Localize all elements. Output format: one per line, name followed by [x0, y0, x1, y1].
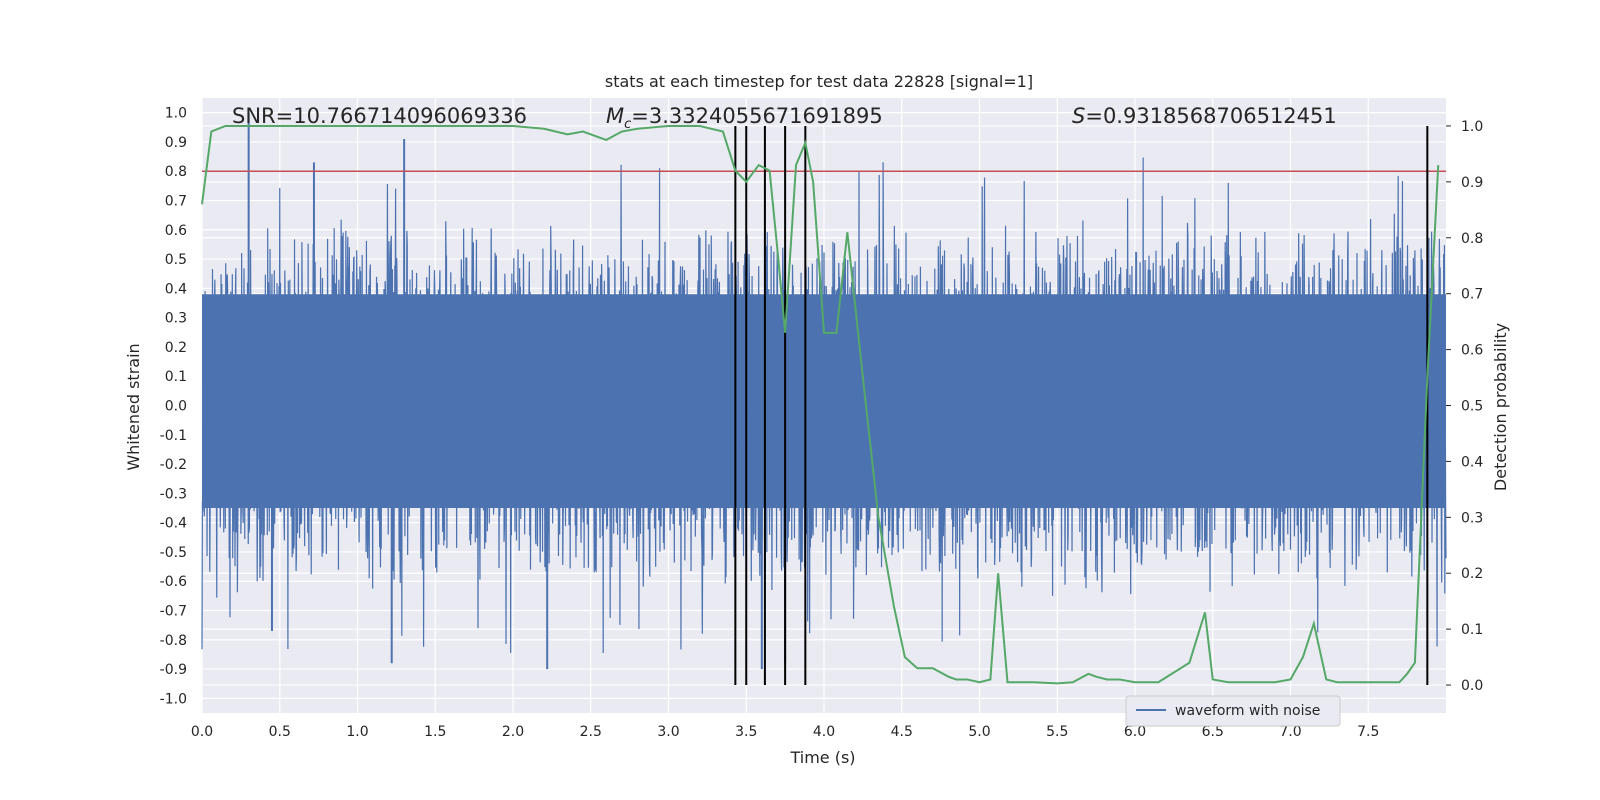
x-axis-label: Time (s) [789, 748, 855, 767]
x-tick-label: 6.5 [1202, 724, 1224, 740]
detection-probability-series [201, 124, 1440, 685]
x-tick-label: 3.0 [657, 724, 679, 740]
snr-annotation: SNR=10.766714096069336 [232, 104, 527, 128]
y-right-tick-label: 0.1 [1461, 622, 1483, 638]
y-left-tick-label: -0.1 [160, 428, 187, 444]
y-left-tick-label: -0.9 [160, 662, 187, 678]
x-tick-label: 2.5 [580, 724, 602, 740]
legend-box [1125, 695, 1341, 727]
y-left-tick-label: 0.4 [165, 281, 187, 297]
y-left-tick-label: 0.0 [165, 399, 187, 415]
x-tick-label: 1.0 [346, 724, 368, 740]
overlap-value: =0.9318568706512451 [1085, 104, 1336, 128]
chirp-mass-value: =3.3324055671691895 [631, 104, 882, 128]
chirp-mass-subscript: c [624, 117, 631, 132]
y-left-tick-label: -0.5 [160, 545, 187, 561]
y-right-tick-label: 0.3 [1461, 510, 1483, 526]
y-left-tick-label: 0.3 [165, 311, 187, 327]
y-right-tick-label: 0.9 [1461, 175, 1483, 191]
vertical-markers [734, 125, 1429, 686]
y-axis-right-label: Detection probability [1491, 323, 1510, 491]
y-left-tick-label: -0.4 [160, 516, 187, 532]
y-left-tick-label: -0.7 [160, 604, 187, 620]
y-right-tick-label: 1.0 [1461, 119, 1483, 135]
x-tick-label: 5.0 [968, 724, 990, 740]
chirp-mass-annotation: Mc=3.3324055671691895 [606, 104, 883, 132]
waveform-line [201, 157, 1447, 654]
overlap-annotation: S=0.9318568706512451 [1072, 104, 1337, 128]
chirp-mass-symbol: M [606, 104, 624, 128]
y-left-tick-label: -0.8 [160, 633, 187, 649]
y-axis-left-label: Whitened strain [124, 343, 143, 470]
y-left-tick-label: -0.6 [160, 574, 187, 590]
y-right-tick-label: 0.6 [1461, 343, 1483, 359]
x-tick-label: 2.0 [502, 724, 524, 740]
y-left-tick-label: -0.3 [160, 486, 187, 502]
y-left-tick-label: 0.2 [165, 340, 187, 356]
detection-probability-line [201, 124, 1440, 685]
y-right-tick-label: 0.5 [1461, 399, 1483, 415]
y-left-tick-label: -1.0 [160, 691, 187, 707]
x-tick-label: 5.5 [1046, 724, 1068, 740]
x-tick-label: 1.5 [424, 724, 446, 740]
x-tick-label: 7.5 [1357, 724, 1379, 740]
x-tick-label: 3.5 [735, 724, 757, 740]
overlap-symbol: S [1072, 104, 1085, 128]
y-right-tick-label: 0.2 [1461, 566, 1483, 582]
y-left-tick-label: 0.1 [165, 369, 187, 385]
y-right-tick-label: 0.0 [1461, 678, 1483, 694]
x-tick-label: 4.5 [891, 724, 913, 740]
y-left-tick-label: 0.7 [165, 194, 187, 210]
y-right-tick-label: 0.4 [1461, 454, 1483, 470]
y-left-tick-label: 1.0 [165, 106, 187, 122]
y-right-tick-label: 0.8 [1461, 231, 1483, 247]
y-left-tick-label: 0.9 [165, 135, 187, 151]
y-left-tick-label: -0.2 [160, 457, 187, 473]
x-tick-label: 6.0 [1124, 724, 1146, 740]
y-left-tick-label: 0.6 [165, 223, 187, 239]
x-tick-label: 0.5 [269, 724, 291, 740]
y-left-tick-label: 0.5 [165, 252, 187, 268]
x-tick-label: 0.0 [191, 724, 213, 740]
y-right-tick-label: 0.7 [1461, 287, 1483, 303]
legend-entry-waveform: waveform with noise [1175, 703, 1320, 719]
x-tick-label: 4.0 [813, 724, 835, 740]
chart-title: stats at each timestep for test data 228… [605, 72, 1033, 91]
legend: waveform with noise [1125, 695, 1341, 727]
y-left-tick-label: 0.8 [165, 164, 187, 180]
x-tick-label: 7.0 [1279, 724, 1301, 740]
